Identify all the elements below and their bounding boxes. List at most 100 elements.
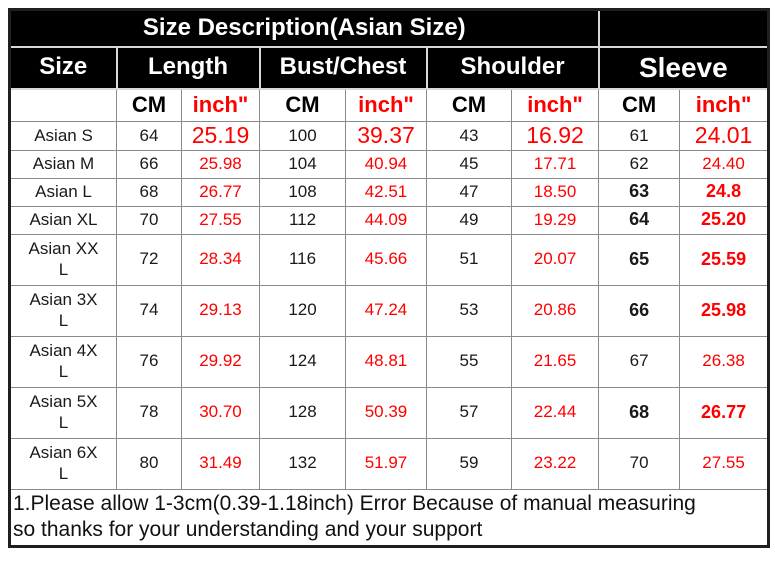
cell-bust-cm: 104 xyxy=(259,149,346,179)
cell-sleeve-inch: 26.77 xyxy=(679,386,770,439)
cell-bust-cm: 100 xyxy=(259,121,346,151)
cell-sleeve-cm: 70 xyxy=(598,437,681,490)
unit-sleeve-cm: CM xyxy=(598,88,681,122)
cell-bust-inch: 42.51 xyxy=(345,177,427,207)
cell-length-inch: 27.55 xyxy=(181,205,260,235)
cell-length-inch: 25.19 xyxy=(181,121,260,151)
cell-shoulder-inch: 21.65 xyxy=(510,335,600,388)
cell-sleeve-cm: 65 xyxy=(598,233,681,286)
cell-length-cm: 72 xyxy=(116,233,182,286)
cell-size: Asian 6X L xyxy=(9,437,117,490)
cell-shoulder-inch: 19.29 xyxy=(510,205,600,235)
cell-shoulder-cm: 57 xyxy=(426,386,512,439)
title-row: Size Description(Asian Size) xyxy=(8,8,770,48)
title-row-filler xyxy=(597,8,770,48)
cell-sleeve-cm: 66 xyxy=(598,284,681,337)
cell-sleeve-inch: 26.38 xyxy=(679,335,770,388)
cell-sleeve-inch: 24.40 xyxy=(679,149,770,179)
size-chart-table: Size Description(Asian Size) Size Length… xyxy=(8,8,771,549)
cell-length-cm: 74 xyxy=(116,284,182,337)
cell-bust-inch: 44.09 xyxy=(345,205,427,235)
cell-bust-cm: 120 xyxy=(259,284,346,337)
cell-size: Asian L xyxy=(9,177,117,207)
cell-size: Asian 5X L xyxy=(9,386,117,439)
cell-shoulder-cm: 47 xyxy=(426,177,512,207)
cell-bust-cm: 112 xyxy=(259,205,346,235)
cell-shoulder-inch: 20.07 xyxy=(510,233,600,286)
cell-shoulder-inch: 20.86 xyxy=(510,284,600,337)
cell-sleeve-inch: 24.8 xyxy=(679,177,770,207)
cell-sleeve-inch: 25.59 xyxy=(679,233,770,286)
table-row-asian-5xl: Asian 5X L 78 30.70 128 50.39 57 22.44 6… xyxy=(9,386,770,439)
cell-bust-cm: 108 xyxy=(259,177,346,207)
cell-shoulder-inch: 17.71 xyxy=(510,149,600,179)
cell-bust-cm: 124 xyxy=(259,335,346,388)
table-row-asian-m: Asian M 66 25.98 104 40.94 45 17.71 62 2… xyxy=(9,149,770,179)
cell-length-inch: 28.34 xyxy=(181,233,260,286)
cell-shoulder-cm: 49 xyxy=(426,205,512,235)
cell-length-cm: 70 xyxy=(116,205,182,235)
cell-length-cm: 66 xyxy=(116,149,182,179)
cell-bust-inch: 47.24 xyxy=(345,284,427,337)
cell-length-inch: 30.70 xyxy=(181,386,260,439)
cell-bust-cm: 116 xyxy=(259,233,346,286)
cell-sleeve-cm: 67 xyxy=(598,335,681,388)
table-row-asian-4xl: Asian 4X L 76 29.92 124 48.81 55 21.65 6… xyxy=(9,335,770,388)
header-length: Length xyxy=(115,45,261,90)
cell-sleeve-cm: 64 xyxy=(598,205,681,235)
cell-bust-inch: 51.97 xyxy=(345,437,427,490)
cell-shoulder-cm: 59 xyxy=(426,437,512,490)
cell-bust-cm: 128 xyxy=(259,386,346,439)
header-sleeve: Sleeve xyxy=(597,45,770,90)
cell-size: Asian 4X L xyxy=(9,335,117,388)
note-row: 1.Please allow 1-3cm(0.39-1.18inch) Erro… xyxy=(8,488,770,548)
cell-length-cm: 68 xyxy=(116,177,182,207)
cell-shoulder-cm: 43 xyxy=(426,121,512,151)
cell-length-cm: 76 xyxy=(116,335,182,388)
cell-shoulder-inch: 18.50 xyxy=(510,177,600,207)
cell-length-cm: 80 xyxy=(116,437,182,490)
cell-shoulder-inch: 23.22 xyxy=(510,437,600,490)
cell-bust-inch: 40.94 xyxy=(345,149,427,179)
cell-sleeve-inch: 24.01 xyxy=(679,121,770,151)
cell-shoulder-inch: 16.92 xyxy=(510,121,600,151)
cell-sleeve-cm: 61 xyxy=(598,121,681,151)
cell-sleeve-cm: 68 xyxy=(598,386,681,439)
table-row-asian-s: Asian S 64 25.19 100 39.37 43 16.92 61 2… xyxy=(9,121,770,151)
cell-length-inch: 29.92 xyxy=(181,335,260,388)
units-row: CM inch" CM inch" CM inch" CM inch" xyxy=(9,88,770,122)
unit-length-inch: inch" xyxy=(181,88,260,122)
table-row-asian-l: Asian L 68 26.77 108 42.51 47 18.50 63 2… xyxy=(9,177,770,207)
cell-sleeve-inch: 25.98 xyxy=(679,284,770,337)
cell-shoulder-cm: 51 xyxy=(426,233,512,286)
table-row-asian-3xl: Asian 3X L 74 29.13 120 47.24 53 20.86 6… xyxy=(9,284,770,337)
cell-size: Asian XX L xyxy=(9,233,117,286)
cell-sleeve-cm: 63 xyxy=(598,177,681,207)
units-row-empty-cell xyxy=(9,88,117,122)
cell-bust-cm: 132 xyxy=(259,437,346,490)
column-group-header-row: Size Length Bust/Chest Shoulder Sleeve xyxy=(8,45,770,90)
cell-sleeve-cm: 62 xyxy=(598,149,681,179)
cell-shoulder-cm: 53 xyxy=(426,284,512,337)
cell-bust-inch: 50.39 xyxy=(345,386,427,439)
cell-length-cm: 64 xyxy=(116,121,182,151)
table-row-asian-xl: Asian XL 70 27.55 112 44.09 49 19.29 64 … xyxy=(9,205,770,235)
size-chart: Size Description(Asian Size) Size Length… xyxy=(8,8,771,549)
unit-bust-inch: inch" xyxy=(345,88,427,122)
cell-size: Asian M xyxy=(9,149,117,179)
cell-shoulder-inch: 22.44 xyxy=(510,386,600,439)
cell-bust-inch: 45.66 xyxy=(345,233,427,286)
table-row-asian-xxl: Asian XX L 72 28.34 116 45.66 51 20.07 6… xyxy=(9,233,770,286)
header-size: Size xyxy=(8,45,118,90)
unit-length-cm: CM xyxy=(116,88,182,122)
cell-length-inch: 31.49 xyxy=(181,437,260,490)
unit-shoulder-cm: CM xyxy=(426,88,512,122)
cell-bust-inch: 39.37 xyxy=(345,121,427,151)
cell-length-cm: 78 xyxy=(116,386,182,439)
unit-bust-cm: CM xyxy=(259,88,346,122)
cell-length-inch: 25.98 xyxy=(181,149,260,179)
table-row-asian-6xl: Asian 6X L 80 31.49 132 51.97 59 23.22 7… xyxy=(9,437,770,490)
unit-sleeve-inch: inch" xyxy=(679,88,770,122)
cell-length-inch: 29.13 xyxy=(181,284,260,337)
cell-bust-inch: 48.81 xyxy=(345,335,427,388)
